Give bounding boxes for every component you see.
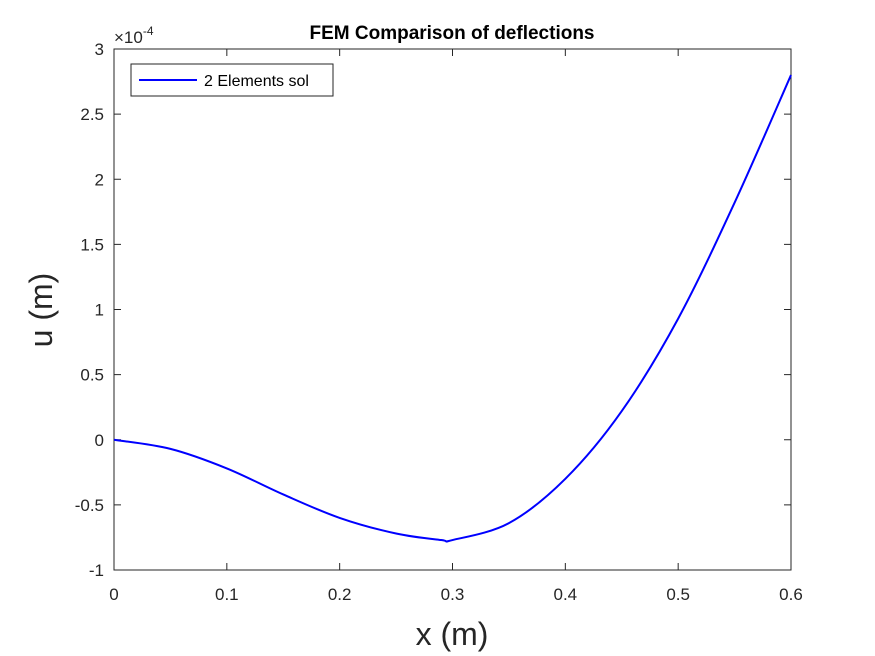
y-exponent-base: ×10 bbox=[114, 28, 143, 47]
series-line-2-elements-sol bbox=[113, 74, 792, 543]
y-tick-label: 1 bbox=[95, 301, 104, 320]
y-exponent-power: -4 bbox=[143, 24, 154, 38]
y-tick-label: 1.5 bbox=[80, 235, 104, 254]
legend-label: 2 Elements sol bbox=[204, 73, 309, 90]
x-axis-title: x (m) bbox=[416, 616, 489, 652]
y-axis-title: u (m) bbox=[23, 273, 59, 348]
y-exponent-label: ×10-4 bbox=[114, 24, 154, 47]
plot-area bbox=[113, 48, 792, 571]
y-tick-label: -0.5 bbox=[75, 496, 104, 515]
y-tick-label: 2.5 bbox=[80, 105, 104, 124]
tick-labels: 0 0.1 0.2 0.3 0.4 0.5 0.6 -1 -0.5 0 0.5 1 1.5 2 2.5 3 bbox=[75, 40, 803, 604]
y-tick-label: 0.5 bbox=[80, 366, 104, 385]
x-tick-label: 0.1 bbox=[215, 585, 239, 604]
y-tick-label: -1 bbox=[89, 561, 104, 580]
x-tick-label: 0.5 bbox=[666, 585, 690, 604]
y-tick-label: 2 bbox=[95, 170, 104, 189]
chart-title: FEM Comparison of deflections bbox=[309, 23, 594, 44]
x-tick-label: 0.6 bbox=[779, 585, 803, 604]
x-tick-label: 0.3 bbox=[441, 585, 465, 604]
x-tick-label: 0.4 bbox=[554, 585, 578, 604]
ticks bbox=[113, 48, 792, 571]
y-tick-label: 3 bbox=[95, 40, 104, 59]
legend: 2 Elements sol bbox=[130, 63, 334, 97]
x-tick-label: 0 bbox=[109, 585, 118, 604]
x-tick-label: 0.2 bbox=[328, 585, 352, 604]
y-tick-label: 0 bbox=[95, 431, 104, 450]
